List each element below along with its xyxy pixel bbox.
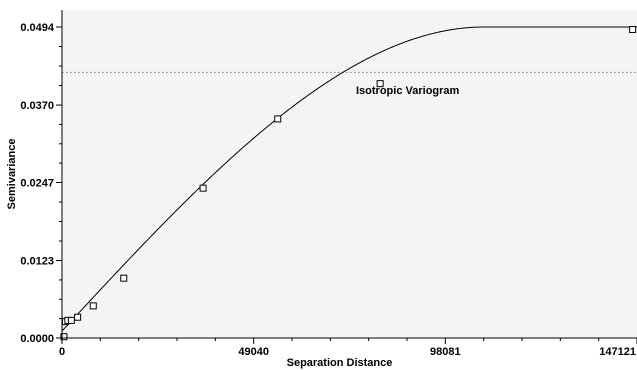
plot-area [62, 10, 637, 338]
y-axis-title: Semivariance [6, 139, 18, 210]
y-tick-label: 0.0000 [20, 333, 54, 345]
data-point [120, 274, 128, 282]
data-point [274, 115, 282, 123]
y-tick-label: 0.0370 [20, 100, 54, 112]
y-tick-label: 0.0247 [20, 178, 54, 190]
variogram-model-curve [61, 26, 637, 332]
x-tick-label: 49040 [238, 346, 269, 358]
x-axis-ticks: 0 49040 98081 147121 [59, 338, 637, 358]
data-point [629, 26, 637, 34]
data-point [199, 184, 207, 192]
data-point [376, 80, 384, 88]
chart-annotation: Isotropic Variogram [356, 85, 460, 97]
y-tick-label: 0.0494 [20, 22, 55, 34]
y-axis-ticks: 0.0000 0.0123 0.0247 0.0370 0.0494 [20, 22, 62, 345]
data-points [60, 26, 637, 341]
x-tick-label: 98081 [430, 346, 461, 358]
x-tick-label: 0 [59, 346, 65, 358]
data-point [74, 313, 82, 321]
x-axis-title: Separation Distance [287, 357, 393, 369]
x-tick-label: 147121 [599, 346, 636, 358]
data-point [67, 316, 75, 324]
data-point [60, 333, 68, 341]
y-tick-label: 0.0123 [20, 256, 54, 268]
data-point [89, 302, 97, 310]
